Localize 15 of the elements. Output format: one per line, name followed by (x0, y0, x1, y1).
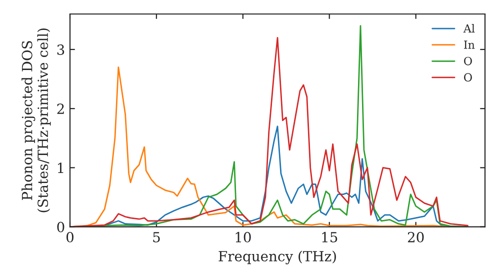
y-tick-label: 2 (57, 104, 64, 114)
x-tick-label: 10 (236, 232, 251, 242)
legend-label: In (464, 40, 475, 49)
legend-label: Al (463, 24, 475, 32)
x-tick-label: 0 (66, 232, 74, 242)
x-tick-label: 5 (153, 232, 160, 242)
x-tick-label: 20 (408, 232, 424, 242)
legend-label: O (464, 73, 472, 82)
x-tick-label: 15 (322, 232, 338, 242)
legend-label: O (464, 56, 472, 66)
x-axis-title: Frequency (THz) (218, 250, 336, 264)
y-tick-label: 3 (57, 44, 64, 55)
y-axis-title: Phonon projected DOS (States/THz·primitive cell) (22, 28, 51, 212)
y-tick-label: 1 (58, 162, 64, 173)
y-tick-label: 0 (57, 222, 64, 232)
